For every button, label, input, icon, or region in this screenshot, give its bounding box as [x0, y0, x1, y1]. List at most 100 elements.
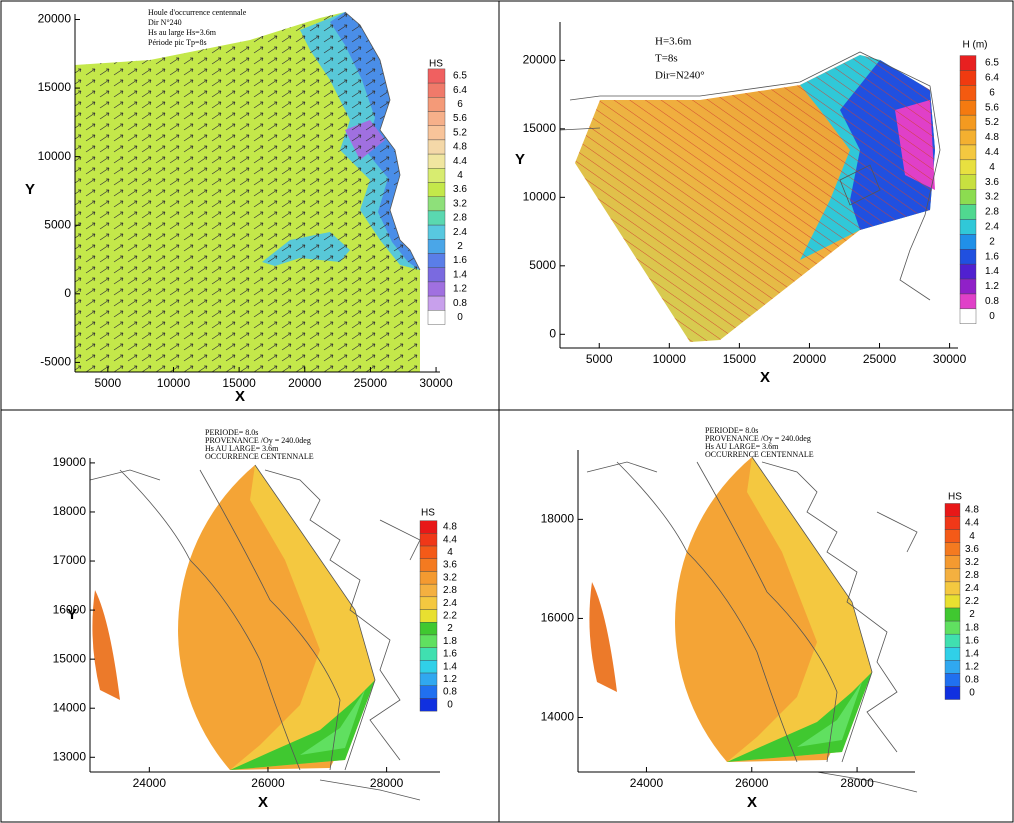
x-tick-label: 25000	[863, 352, 897, 366]
colorbar-swatch	[959, 263, 977, 280]
x-tick-label: 25000	[354, 376, 388, 390]
colorbar-swatch	[944, 594, 961, 609]
colorbar-swatch	[959, 85, 977, 101]
y-tick-label: -5000	[40, 355, 71, 369]
colorbar-label: 5.2	[453, 127, 467, 138]
colorbar-label: 4.4	[985, 147, 999, 158]
colorbar-label: 1.6	[453, 255, 467, 266]
y-tick-label: 16000	[541, 611, 575, 625]
colorbar-swatch	[427, 295, 446, 311]
x-tick-label: 24000	[630, 776, 664, 790]
colorbar-label: 3.6	[965, 544, 979, 555]
y-tick-label: 16000	[53, 602, 87, 616]
colorbar-title: HS	[948, 492, 962, 503]
colorbar-swatch	[427, 310, 446, 325]
annotation: Houle d'occurrence centennale	[148, 8, 247, 17]
colorbar-label: 0.8	[443, 687, 457, 698]
y-tick-label: 15000	[38, 80, 72, 94]
y-tick-label: 18000	[541, 512, 575, 526]
y-tick-label: 17000	[53, 553, 87, 567]
colorbar-swatch	[959, 189, 977, 205]
colorbar-swatch	[427, 68, 446, 84]
colorbar-swatch	[959, 249, 977, 265]
y-axis-label: Y	[67, 606, 77, 623]
colorbar-label: 3.2	[965, 557, 979, 568]
colorbar-swatch	[427, 281, 446, 297]
colorbar-swatch	[959, 174, 977, 190]
y-tick-label: 14000	[53, 700, 87, 714]
colorbar-label: 1.4	[453, 269, 467, 280]
field-panel-4	[586, 456, 918, 793]
colorbar-swatch	[427, 168, 446, 183]
colorbar-swatch	[419, 545, 438, 559]
colorbar-label: 3.6	[453, 184, 467, 195]
y-tick-label: 10000	[523, 189, 557, 203]
colorbar-swatch	[419, 672, 438, 686]
colorbar-swatch	[959, 234, 977, 250]
colorbar-label: 2	[457, 241, 463, 252]
colorbar-swatch	[427, 239, 446, 254]
colorbar-label: 1.4	[985, 266, 999, 277]
colorbar-swatch	[419, 634, 438, 648]
colorbar-label: 2.2	[965, 596, 979, 607]
y-tick-label: 14000	[541, 710, 575, 724]
colorbar-label: 3.6	[443, 560, 457, 571]
y-tick-label: 0	[64, 286, 71, 300]
x-tick-label: 24000	[133, 776, 167, 790]
colorbar-title: HS	[421, 508, 435, 519]
x-tick-label: 20000	[793, 352, 827, 366]
colorbar-swatch	[959, 159, 977, 175]
y-tick-label: 20000	[523, 53, 557, 67]
annotation: OCCURRENCE CENTENNALE	[705, 450, 814, 459]
colorbar-label: 0.8	[965, 675, 979, 686]
y-tick-label: 13000	[53, 749, 87, 763]
x-tick-label: 5000	[586, 352, 613, 366]
colorbar-swatch	[959, 308, 977, 324]
annotation: PERIODE= 8.0s	[205, 428, 258, 437]
colorbar-label: 2	[969, 609, 975, 620]
x-tick-label: 30000	[933, 352, 967, 366]
annotation: H=3.6m	[655, 36, 692, 48]
colorbar-swatch	[944, 660, 961, 674]
colorbar-label: 4	[447, 547, 453, 558]
colorbar-swatch	[419, 609, 438, 623]
colorbar-swatch	[419, 685, 438, 699]
colorbar-label: 0	[989, 311, 995, 322]
y-tick-label: 5000	[44, 217, 71, 231]
annotation: Dir N°240	[148, 18, 182, 27]
colorbar-swatch	[944, 568, 961, 583]
x-axis-label: X	[747, 794, 757, 811]
colorbar-swatch	[427, 210, 446, 226]
colorbar-label: 4	[969, 531, 975, 542]
annotation: T=8s	[655, 53, 678, 65]
annotation: Hs au large Hs=3.6m	[148, 28, 217, 37]
colorbar-swatch	[944, 673, 961, 687]
colorbar-label: 1.8	[443, 636, 457, 647]
colorbar-label: 2.8	[453, 213, 467, 224]
colorbar-label: 2	[989, 236, 995, 247]
colorbar-swatch	[959, 100, 977, 116]
colorbar-label: 4.4	[453, 156, 467, 167]
colorbar-swatch	[427, 139, 446, 155]
colorbar-label: 4.8	[443, 522, 457, 533]
x-tick-label: 10000	[653, 352, 687, 366]
x-tick-label: 20000	[288, 376, 322, 390]
x-axis-label: X	[235, 388, 245, 405]
annotation: Hs AU LARGE= 3.6m	[205, 444, 279, 453]
colorbar-label: 2.8	[965, 570, 979, 581]
colorbar-label: 2.2	[443, 611, 457, 622]
colorbar-swatch	[419, 520, 438, 534]
colorbar-swatch	[959, 129, 977, 146]
colorbar-label: 1.6	[985, 251, 999, 262]
colorbar-swatch	[959, 144, 977, 161]
field-panel-2	[559, 51, 941, 342]
colorbar-title: H (m)	[963, 40, 988, 51]
colorbar-label: 1.4	[443, 661, 457, 672]
colorbar-label: 2.4	[965, 583, 979, 594]
colorbar-swatch	[944, 542, 961, 556]
colorbar-label: 4.8	[965, 505, 979, 516]
colorbar-label: 2.4	[985, 222, 999, 233]
x-tick-label: 30000	[419, 376, 453, 390]
colorbar-label: 4	[457, 170, 463, 181]
